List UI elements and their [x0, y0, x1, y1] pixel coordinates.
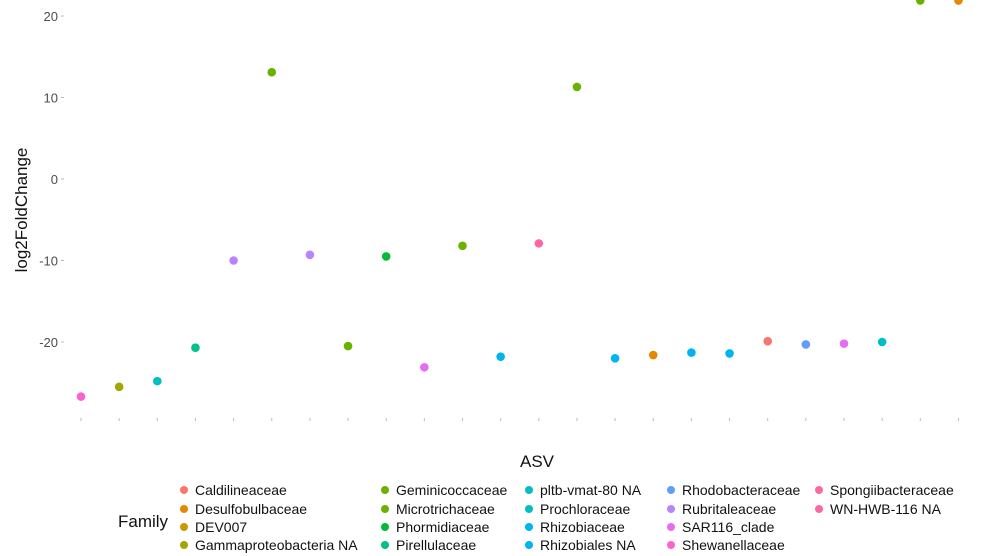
legend-swatch	[381, 486, 389, 494]
legend-item: pltb-vmat-80 NA	[525, 482, 641, 499]
legend-item: Prochloraceae	[525, 501, 630, 518]
legend-item: Rhizobiaceae	[525, 519, 625, 536]
legend-swatch	[525, 523, 533, 531]
legend-label: Rhodobacteraceae	[682, 482, 801, 498]
data-point	[954, 0, 963, 5]
legend-item: Desulfobulbaceae	[180, 501, 307, 518]
legend-swatch	[180, 505, 188, 513]
legend-swatch	[180, 541, 188, 549]
legend-swatch	[525, 486, 533, 494]
y-tick-label: -20	[39, 335, 58, 350]
data-point	[267, 67, 277, 77]
legend-swatch	[381, 505, 389, 513]
data-point	[420, 362, 429, 372]
y-axis-title: log2FoldChange	[12, 148, 31, 273]
legend-swatch	[667, 541, 675, 549]
data-point	[839, 339, 849, 348]
data-point	[381, 252, 391, 261]
legend-label: Caldilineaceae	[195, 482, 287, 498]
legend-swatch	[667, 523, 675, 531]
legend-item: Rubritaleaceae	[667, 501, 776, 518]
legend-label: Prochloraceae	[540, 501, 631, 517]
data-point	[610, 354, 620, 363]
y-tick-label: 0	[51, 172, 58, 187]
data-point	[305, 250, 315, 260]
legend-label: Gammaproteobacteria NA	[195, 537, 358, 553]
data-point	[534, 239, 544, 248]
legend-label: Spongiibacteraceae	[830, 482, 954, 498]
x-axis-title: ASV	[520, 452, 555, 471]
data-point	[496, 352, 505, 361]
legend-label: WN-HWB-116 NA	[830, 501, 941, 517]
legend-item: Geminicoccaceae	[381, 482, 507, 499]
data-point	[153, 376, 162, 386]
legend-swatch	[180, 523, 188, 531]
y-axis: -20 -10 0 10 20	[39, 9, 64, 350]
legend-label: Phormidiaceae	[396, 519, 490, 535]
data-point	[801, 340, 811, 349]
data-point	[877, 337, 887, 347]
legend-label: Microtrichaceae	[396, 501, 495, 517]
legend-swatch	[815, 486, 823, 494]
legend-swatch	[525, 505, 533, 513]
legend-swatch	[381, 541, 389, 549]
data-point	[343, 341, 353, 351]
legend-item: Microtrichaceae	[381, 501, 495, 518]
data-point	[229, 256, 238, 265]
legend-label: Rubritaleaceae	[682, 501, 777, 517]
legend-label: DEV007	[195, 519, 248, 535]
legend-swatch	[815, 505, 823, 513]
x-axis	[80, 418, 959, 421]
legend-label: Desulfobulbaceae	[195, 501, 308, 517]
legend-label: Rhizobiales NA	[540, 537, 636, 553]
y-tick-label: 10	[44, 91, 58, 106]
legend-label: Pirellulaceae	[396, 537, 477, 553]
legend-item: Caldilineaceae	[180, 482, 287, 499]
y-tick-label: -10	[39, 254, 58, 269]
legend-item: WN-HWB-116 NA	[815, 501, 941, 518]
legend-item: Spongiibacteraceae	[815, 482, 954, 499]
data-point	[648, 350, 658, 360]
legend: Family Caldilineaceae Desulfobulbaceae DEV…	[118, 482, 990, 556]
data-point	[458, 241, 467, 251]
legend-swatch	[525, 541, 533, 549]
legend-swatch	[381, 523, 389, 531]
legend-item: Pirellulaceae	[381, 537, 476, 554]
legend-title: Family	[118, 512, 169, 531]
legend-label: pltb-vmat-80 NA	[540, 482, 642, 498]
data-point	[572, 82, 582, 92]
legend-swatch	[667, 505, 675, 513]
legend-item: Rhodobacteraceae	[667, 482, 800, 499]
data-point	[114, 382, 124, 392]
legend-item: Phormidiaceae	[381, 519, 489, 536]
legend-item: DEV007	[180, 519, 247, 536]
data-point	[725, 349, 734, 358]
legend-swatch	[180, 486, 188, 494]
data-point	[191, 343, 200, 353]
legend-item: Shewanellaceae	[667, 537, 785, 554]
data-point	[687, 348, 696, 357]
data-point	[76, 392, 86, 401]
y-tick-label: 20	[44, 9, 58, 24]
legend-item: SAR116_clade	[667, 519, 774, 536]
data-point	[916, 0, 925, 5]
legend-label: Rhizobiaceae	[540, 519, 625, 535]
legend-label: SAR116_clade	[682, 519, 775, 535]
legend-item: Gammaproteobacteria NA	[180, 537, 358, 554]
data-point	[763, 336, 772, 346]
legend-item: Rhizobiales NA	[525, 537, 636, 554]
legend-label: Geminicoccaceae	[396, 482, 508, 498]
legend-label: Shewanellaceae	[682, 537, 785, 553]
legend-swatch	[667, 486, 675, 494]
data-points	[76, 0, 963, 401]
